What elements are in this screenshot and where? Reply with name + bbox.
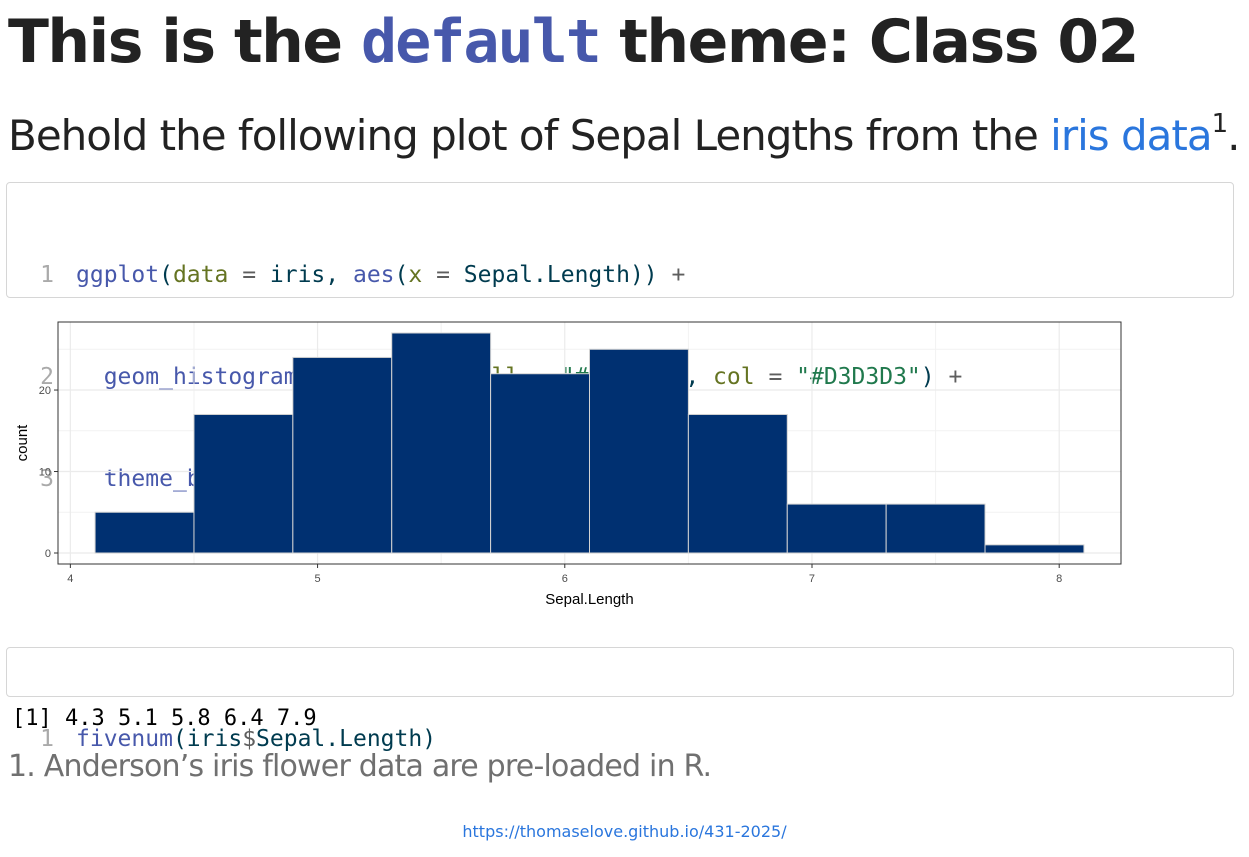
- histogram-chart: 4 5 6 7 8 0 10 20 Sepal.Length count: [14, 321, 1122, 608]
- y-tick-label: 20: [39, 385, 51, 397]
- y-tick-label: 0: [45, 548, 51, 560]
- y-tick-label: 10: [39, 467, 51, 479]
- chart-axes: 4 5 6 7 8 0 10 20: [39, 385, 1063, 585]
- histogram-bar: [193, 413, 294, 554]
- footnote-reference[interactable]: 1: [1211, 109, 1229, 139]
- chart-bars: [94, 332, 1085, 554]
- intro-suffix: .: [1227, 111, 1240, 160]
- intro-prefix: Behold the following plot of Sepal Lengt…: [8, 111, 1051, 160]
- footer-link[interactable]: https://thomaselove.github.io/431-2025/: [462, 822, 787, 841]
- title-prefix: This is the: [8, 7, 361, 77]
- code-block-ggplot: 1 ggplot(data = iris, aes(x = Sepal.Lengt…: [6, 182, 1234, 492]
- histogram-bar: [589, 348, 689, 554]
- code-block-fivenum: 1 fivenum(iris$Sepal.Length): [6, 647, 1234, 752]
- line-number: 3: [40, 466, 54, 492]
- x-tick-label: 5: [315, 573, 321, 585]
- histogram-bar: [984, 544, 1085, 554]
- histogram-bar: [786, 503, 887, 554]
- code-line: 1 fivenum(iris$Sepal.Length): [7, 722, 1233, 756]
- chart-panel-border: [57, 321, 1122, 565]
- footnote: 1. Anderson’s iris flower data are pre-l…: [8, 749, 712, 784]
- x-tick-label: 7: [809, 573, 815, 585]
- x-tick-label: 4: [67, 573, 73, 585]
- code-output: [1] 4.3 5.1 5.8 6.4 7.9: [12, 706, 317, 731]
- code-line: 1 ggplot(data = iris, aes(x = Sepal.Lengt…: [7, 258, 1233, 292]
- iris-data-link[interactable]: iris data: [1050, 111, 1212, 160]
- title-code: default: [360, 7, 602, 77]
- x-tick-label: 6: [562, 573, 568, 585]
- histogram-bar: [391, 332, 492, 554]
- histogram-bar: [885, 503, 986, 554]
- title-suffix: theme: Class 02: [599, 7, 1139, 77]
- line-number: 2: [40, 364, 54, 390]
- histogram-bar: [687, 413, 788, 554]
- x-tick-label: 8: [1056, 573, 1062, 585]
- slide-title: This is the default theme: Class 02: [8, 2, 1139, 82]
- y-axis-label: count: [14, 424, 31, 462]
- histogram-bar: [94, 511, 195, 554]
- x-axis-label: Sepal.Length: [545, 591, 633, 608]
- histogram-bar: [292, 356, 393, 554]
- line-number: 1: [40, 262, 54, 288]
- intro-text: Behold the following plot of Sepal Lengt…: [8, 108, 1241, 164]
- line-number: 1: [40, 726, 54, 752]
- histogram-bar: [490, 373, 590, 554]
